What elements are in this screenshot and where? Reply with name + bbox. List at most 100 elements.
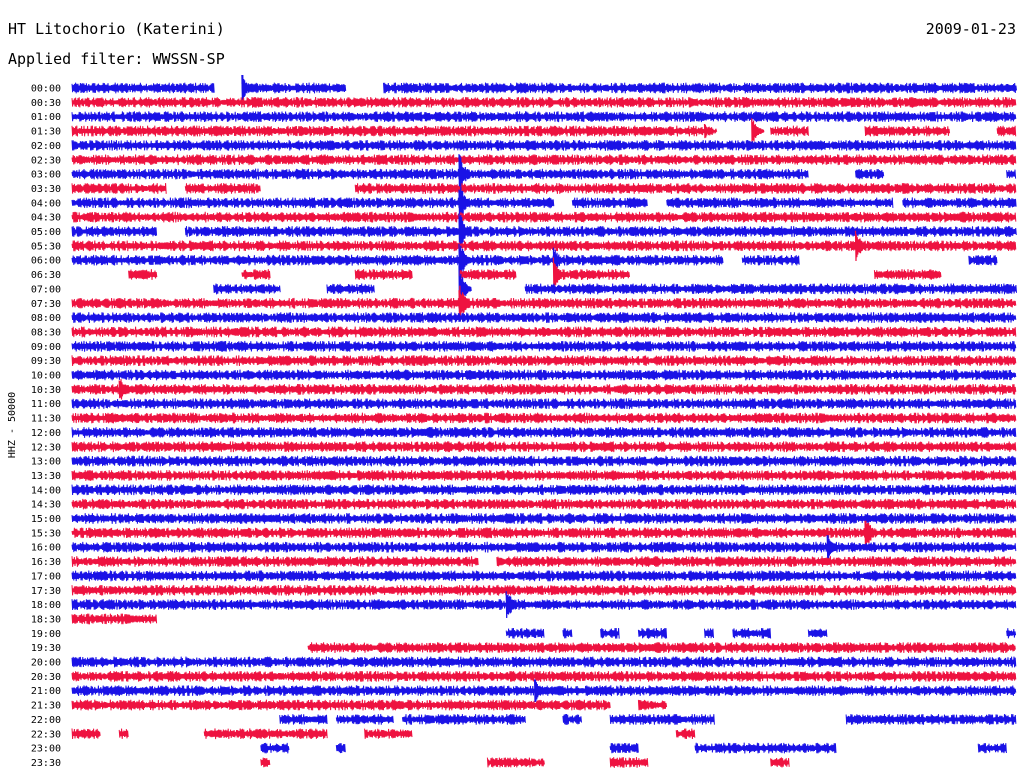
seismic-event: [552, 247, 567, 273]
trace-segment: [71, 470, 1017, 481]
row-time-label: 09:30: [31, 356, 61, 367]
trace-segment: [71, 355, 1017, 367]
trace-segment: [562, 713, 582, 725]
row-time-label: 18:30: [31, 614, 61, 625]
row-time-label: 11:00: [31, 399, 61, 410]
row-time-label: 00:00: [31, 84, 61, 95]
row-time-label: 14:30: [31, 500, 61, 511]
seismic-event: [703, 123, 718, 139]
trace-segment: [486, 757, 545, 768]
trace-segment: [71, 383, 1017, 395]
row-time-label: 20:30: [31, 672, 61, 683]
trace-segment: [354, 183, 1017, 194]
row-time-label: 05:30: [31, 241, 61, 252]
trace-segment: [71, 584, 1017, 596]
row-time-label: 19:30: [31, 643, 61, 654]
trace-segment: [864, 125, 951, 137]
seismic-event: [241, 74, 255, 102]
row-time-label: 12:30: [31, 442, 61, 453]
trace-segment: [71, 211, 1017, 223]
trace-segment: [647, 714, 715, 725]
row-time-label: 07:30: [31, 299, 61, 310]
trace-segment: [203, 728, 328, 740]
seismic-event: [534, 679, 548, 703]
trace-segment: [71, 484, 1017, 496]
trace-segment: [675, 728, 696, 740]
trace-segment: [845, 713, 1017, 725]
row-time-label: 13:00: [31, 457, 61, 468]
trace-segment: [71, 96, 1017, 108]
trace-segment: [71, 398, 1017, 410]
trace-segment: [71, 197, 555, 209]
trace-segment: [71, 455, 1017, 467]
row-time-label: 15:30: [31, 528, 61, 539]
seismic-event: [118, 379, 132, 400]
trace-segment: [71, 527, 1017, 539]
row-time-label: 10:00: [31, 371, 61, 382]
trace-segment: [524, 283, 1017, 295]
seismic-event: [826, 535, 840, 560]
trace-segment: [279, 714, 328, 725]
row-time-label: 12:00: [31, 428, 61, 439]
trace-segment: [71, 699, 611, 711]
trace-segment: [996, 125, 1017, 137]
trace-segment: [71, 226, 158, 237]
trace-segment: [71, 513, 1017, 524]
row-time-label: 23:30: [31, 758, 61, 769]
row-time-label: 15:00: [31, 514, 61, 525]
row-time-label: 04:30: [31, 213, 61, 224]
trace-segment: [364, 728, 413, 739]
row-time-label: 06:00: [31, 256, 61, 267]
seismic-event: [854, 230, 869, 262]
trace-segment: [184, 183, 261, 194]
row-time-label: 08:30: [31, 327, 61, 338]
row-time-label: 07:00: [31, 284, 61, 295]
trace-segment: [71, 139, 1017, 151]
trace-segment: [562, 269, 630, 280]
trace-segment: [562, 628, 573, 639]
trace-segment: [609, 714, 649, 725]
trace-segment: [1006, 169, 1017, 179]
row-time-label: 23:00: [31, 744, 61, 755]
trace-segment: [637, 627, 668, 639]
trace-segment: [241, 269, 271, 280]
trace-segment: [704, 628, 714, 639]
trace-segment: [260, 757, 271, 768]
trace-segment: [71, 369, 1017, 381]
seismic-event: [458, 154, 472, 195]
trace-segment: [609, 757, 649, 768]
row-time-label: 01:00: [31, 112, 61, 123]
trace-segment: [128, 269, 158, 280]
trace-rows: 00:00 00:30 01:00 01:30 02:00 02:30 03:00 03:30…: [31, 74, 1017, 769]
trace-segment: [383, 82, 1017, 94]
row-time-label: 13:30: [31, 471, 61, 482]
trace-segment: [241, 82, 347, 94]
date-label: 2009-01-23: [925, 20, 1016, 38]
trace-segment: [71, 125, 714, 137]
trace-segment: [637, 699, 668, 711]
seismic-event: [458, 213, 472, 250]
trace-segment: [968, 254, 998, 266]
trace-segment: [71, 426, 1017, 438]
trace-segment: [71, 154, 1017, 166]
trace-segment: [1006, 628, 1017, 639]
trace-segment: [71, 254, 724, 266]
row-time-label: 05:00: [31, 227, 61, 238]
seismic-event: [505, 591, 519, 619]
row-time-label: 00:30: [31, 98, 61, 109]
trace-segment: [401, 714, 526, 725]
seismic-event: [458, 285, 472, 321]
seismic-event: [458, 243, 472, 277]
row-time-label: 21:30: [31, 701, 61, 712]
seismic-event: [552, 257, 567, 292]
trace-segment: [741, 254, 800, 266]
trace-segment: [71, 82, 215, 94]
trace-segment: [609, 742, 639, 754]
trace-segment: [71, 556, 479, 567]
row-time-label: 04:00: [31, 198, 61, 209]
row-time-label: 19:00: [31, 629, 61, 640]
trace-segment: [71, 670, 1017, 682]
seismic-event: [751, 118, 765, 144]
row-time-label: 14:00: [31, 485, 61, 496]
